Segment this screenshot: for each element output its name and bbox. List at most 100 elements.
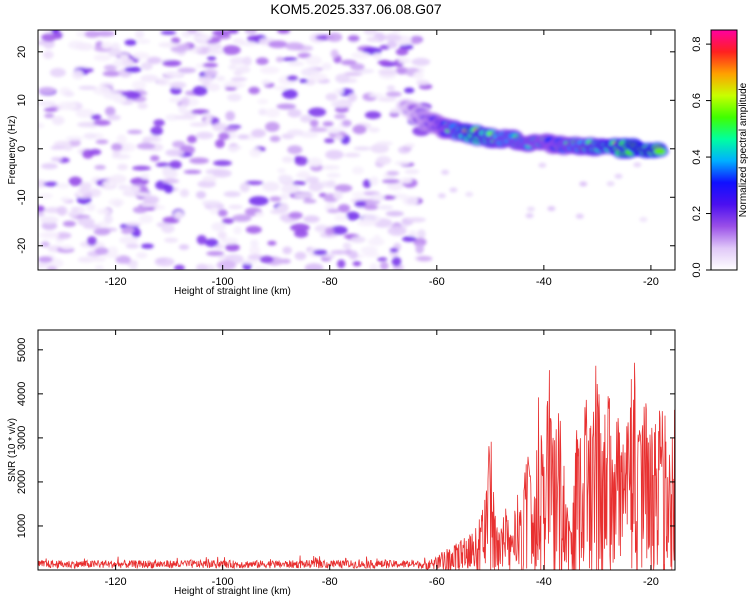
noise-blob <box>337 204 351 213</box>
noise-blob <box>122 226 135 233</box>
noise-blob <box>125 222 142 227</box>
noise-blob <box>254 211 265 217</box>
noise-blob <box>415 243 425 254</box>
noise-blob <box>333 190 343 200</box>
noise-blob <box>313 249 328 256</box>
noise-blob <box>244 30 258 35</box>
noise-blob <box>141 243 154 249</box>
noise-blob <box>394 161 411 166</box>
noise-blob <box>309 127 329 132</box>
noise-blob <box>89 148 102 156</box>
noise-blob <box>237 134 249 140</box>
noise-blob <box>94 165 106 170</box>
noise-blob <box>39 193 53 199</box>
noise-blob <box>85 203 96 212</box>
noise-blob <box>202 175 217 182</box>
faint-blob <box>614 173 623 179</box>
noise-blob <box>127 129 143 135</box>
noise-blob <box>285 42 304 51</box>
faint-blob <box>579 181 588 187</box>
noise-blob <box>330 49 339 59</box>
noise-blob <box>255 57 269 65</box>
noise-blob <box>42 50 54 60</box>
heatmap-ylabel: Frequency (Hz) <box>7 116 18 185</box>
faint-blob <box>525 213 534 219</box>
noise-blob <box>303 215 320 223</box>
noise-blob <box>62 220 76 227</box>
noise-blob <box>326 32 343 42</box>
snr-xtick-label: -40 <box>536 576 552 588</box>
noise-blob <box>416 80 430 86</box>
noise-blob <box>258 108 268 116</box>
noise-blob <box>169 81 187 89</box>
noise-blob <box>93 119 111 126</box>
snr-plot-area <box>38 362 675 570</box>
noise-blob <box>307 157 323 167</box>
chart-title: KOM5.2025.337.06.08.G07 <box>270 1 442 17</box>
noise-blob <box>367 237 385 246</box>
noise-blob <box>109 174 127 184</box>
snr-frame <box>37 329 676 571</box>
noise-blob <box>309 119 319 128</box>
faint-blob <box>633 162 642 168</box>
noise-blob <box>38 212 45 217</box>
heatmap-xtick-label: -80 <box>322 276 338 288</box>
noise-blob <box>253 265 268 270</box>
snr-xtick-label: -120 <box>105 576 127 588</box>
noise-blob <box>376 155 392 165</box>
noise-blob <box>303 199 317 204</box>
noise-blob <box>337 259 346 269</box>
heatmap-ytick-label: 20 <box>16 46 28 58</box>
noise-blob <box>77 121 97 128</box>
heatmap-blobs <box>38 30 669 270</box>
noise-blob <box>226 82 246 88</box>
colorbar-tick-label: 0.6 <box>691 93 703 108</box>
noise-blob <box>102 253 121 259</box>
noise-blob <box>89 257 106 262</box>
noise-blob <box>282 57 298 62</box>
noise-blob <box>187 30 198 34</box>
heatmap-ytick-label: -10 <box>16 189 28 205</box>
noise-blob <box>57 101 77 111</box>
noise-blob <box>382 179 400 184</box>
noise-blob <box>327 127 342 134</box>
noise-blob <box>143 195 160 204</box>
noise-blob <box>215 139 225 149</box>
noise-blob <box>140 202 159 207</box>
noise-blob <box>124 39 137 46</box>
snr-ylabel: SNR (10 * v/v) <box>7 418 18 482</box>
noise-blob <box>69 139 81 147</box>
noise-blob <box>267 240 277 246</box>
noise-blob <box>257 98 269 105</box>
noise-blob <box>137 102 148 110</box>
noise-blob <box>326 172 341 178</box>
noise-blob <box>46 265 58 270</box>
noise-blob <box>83 133 97 140</box>
noise-blob <box>364 111 382 120</box>
noise-blob <box>204 238 219 247</box>
noise-blob <box>370 193 385 201</box>
noise-blob <box>230 77 248 82</box>
noise-blob <box>361 214 381 224</box>
noise-blob <box>211 222 227 232</box>
noise-blob <box>380 195 397 200</box>
noise-blob <box>115 255 131 264</box>
noise-blob <box>215 75 226 82</box>
noise-blob <box>183 169 202 174</box>
noise-blob <box>165 114 180 121</box>
noise-blob <box>139 214 154 224</box>
noise-blob <box>50 157 63 162</box>
noise-blob <box>162 216 180 224</box>
noise-blob <box>107 246 119 256</box>
noise-blob <box>229 145 242 150</box>
noise-blob <box>222 45 241 55</box>
noise-blob <box>377 205 394 210</box>
noise-blob <box>42 39 55 49</box>
noise-blob <box>195 191 207 199</box>
noise-blob <box>350 63 365 71</box>
noise-blob <box>136 142 156 150</box>
noise-blob <box>136 252 148 259</box>
noise-blob <box>287 129 304 137</box>
